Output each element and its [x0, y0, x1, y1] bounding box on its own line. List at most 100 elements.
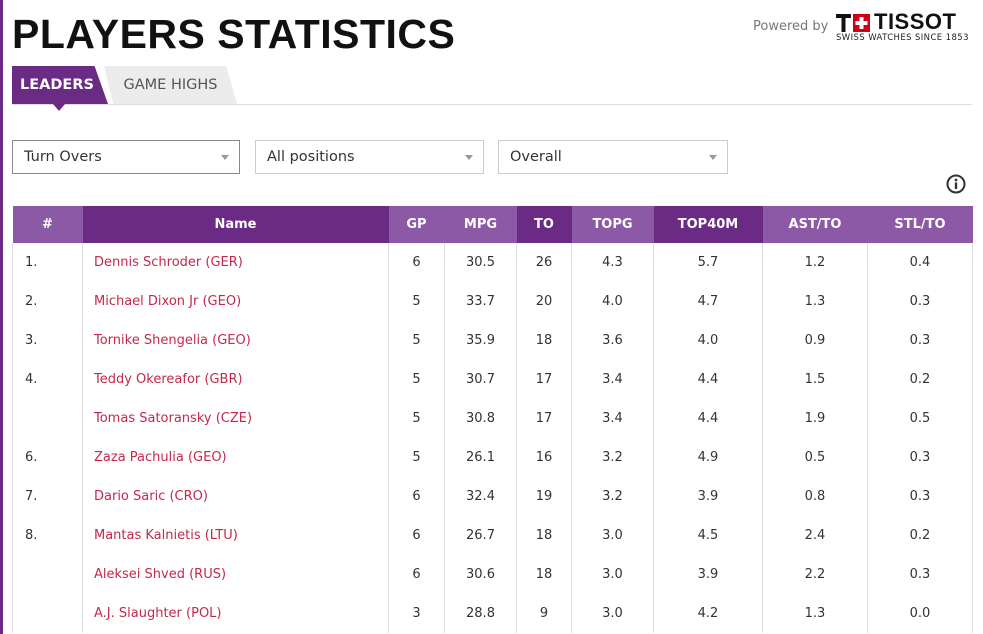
tab-bar: GAME HIGHS LEADERS — [12, 66, 972, 111]
cell-gp: 6 — [388, 243, 445, 282]
cell-topg: 3.4 — [571, 360, 654, 399]
tab-leaders[interactable]: LEADERS — [12, 66, 108, 104]
cell-topg: 3.2 — [571, 438, 654, 477]
cell-gp: 6 — [388, 477, 445, 516]
scope-select-value: Overall — [510, 149, 562, 165]
player-name-link[interactable]: Tomas Satoransky (CZE) — [82, 399, 389, 438]
cell-mpg: 30.5 — [444, 243, 517, 282]
sponsor-tagline: SWISS WATCHES SINCE 1853 — [836, 33, 969, 43]
table-row: 3. Tornike Shengelia (GEO) 5 35.9 18 3.6 4.0 0.… — [12, 321, 973, 360]
player-name-link[interactable]: Michael Dixon Jr (GEO) — [82, 282, 389, 321]
position-select[interactable]: All positions — [255, 140, 484, 174]
cell-ast-to: 2.4 — [762, 516, 868, 555]
cell-top40m: 4.9 — [653, 438, 763, 477]
cell-topg: 4.3 — [571, 243, 654, 282]
position-select-value: All positions — [267, 149, 355, 165]
cell-mpg: 32.4 — [444, 477, 517, 516]
cell-top40m: 4.2 — [653, 594, 763, 633]
player-name-link[interactable]: Teddy Okereafor (GBR) — [82, 360, 389, 399]
cell-to: 17 — [516, 360, 572, 399]
info-icon[interactable] — [946, 174, 966, 194]
cell-topg: 3.0 — [571, 516, 654, 555]
tab-leaders-label: LEADERS — [20, 77, 94, 93]
stat-select[interactable]: Turn Overs — [12, 140, 240, 174]
cell-top40m: 4.0 — [653, 321, 763, 360]
column-header-rank[interactable]: # — [12, 206, 83, 243]
tab-game-highs[interactable]: GAME HIGHS — [104, 66, 237, 104]
column-header-stl-to[interactable]: STL/TO — [867, 206, 973, 243]
cell-to: 17 — [516, 399, 572, 438]
column-header-ast-to[interactable]: AST/TO — [762, 206, 868, 243]
cell-mpg: 33.7 — [444, 282, 517, 321]
cell-gp: 5 — [388, 360, 445, 399]
table-row: 2. Michael Dixon Jr (GEO) 5 33.7 20 4.0 4.7 1.3… — [12, 282, 973, 321]
player-name-link[interactable]: Tornike Shengelia (GEO) — [82, 321, 389, 360]
cell-topg: 3.2 — [571, 477, 654, 516]
cell-stl-to: 0.3 — [867, 282, 973, 321]
cell-rank: 7. — [12, 477, 83, 516]
cell-rank: 8. — [12, 516, 83, 555]
column-header-top40m[interactable]: TOP40M — [653, 206, 763, 243]
cell-mpg: 30.6 — [444, 555, 517, 594]
cell-stl-to: 0.2 — [867, 360, 973, 399]
cell-rank: 6. — [12, 438, 83, 477]
cell-topg: 4.0 — [571, 282, 654, 321]
cell-rank: 4. — [12, 360, 83, 399]
sponsor-logo[interactable]: TISSOT SWISS WATCHES SINCE 1853 — [836, 10, 969, 44]
table-row: 6. Zaza Pachulia (GEO) 5 26.1 16 3.2 4.9 0.5 0.3 — [12, 438, 973, 477]
table-body: 1. Dennis Schroder (GER) 6 30.5 26 4.3 5.7 1.2 0… — [12, 243, 973, 633]
cell-gp: 5 — [388, 321, 445, 360]
cell-top40m: 3.9 — [653, 477, 763, 516]
cell-mpg: 30.7 — [444, 360, 517, 399]
column-header-name[interactable]: Name — [82, 206, 389, 243]
left-edge-bar — [0, 0, 3, 634]
cell-ast-to: 0.5 — [762, 438, 868, 477]
table-row: 7. Dario Saric (CRO) 6 32.4 19 3.2 3.9 0.8 0.3 — [12, 477, 973, 516]
cell-top40m: 4.4 — [653, 399, 763, 438]
cell-ast-to: 0.8 — [762, 477, 868, 516]
cell-mpg: 28.8 — [444, 594, 517, 633]
cell-ast-to: 1.2 — [762, 243, 868, 282]
column-header-mpg[interactable]: MPG — [444, 206, 517, 243]
cell-rank: 2. — [12, 282, 83, 321]
cell-to: 18 — [516, 555, 572, 594]
table-row: Aleksei Shved (RUS) 6 30.6 18 3.0 3.9 2.2 0.3 — [12, 555, 973, 594]
player-name-link[interactable]: Zaza Pachulia (GEO) — [82, 438, 389, 477]
cell-top40m: 4.5 — [653, 516, 763, 555]
column-header-to[interactable]: TO — [516, 206, 572, 243]
table-row: Tomas Satoransky (CZE) 5 30.8 17 3.4 4.4 1.9 0.… — [12, 399, 973, 438]
table-row: A.J. Slaughter (POL) 3 28.8 9 3.0 4.2 1.3 0.0 — [12, 594, 973, 633]
cell-gp: 5 — [388, 438, 445, 477]
player-name-link[interactable]: Mantas Kalnietis (LTU) — [82, 516, 389, 555]
cell-stl-to: 0.3 — [867, 438, 973, 477]
cell-to: 16 — [516, 438, 572, 477]
player-name-link[interactable]: Aleksei Shved (RUS) — [82, 555, 389, 594]
cell-ast-to: 1.3 — [762, 594, 868, 633]
stats-table: # Name GP MPG TO TOPG TOP40M AST/TO STL/… — [12, 206, 973, 633]
chevron-down-icon — [465, 155, 473, 160]
cell-to: 18 — [516, 516, 572, 555]
stat-select-value: Turn Overs — [24, 149, 102, 165]
cell-ast-to: 1.5 — [762, 360, 868, 399]
cell-rank — [12, 594, 83, 633]
cell-topg: 3.4 — [571, 399, 654, 438]
cell-top40m: 5.7 — [653, 243, 763, 282]
cell-top40m: 4.7 — [653, 282, 763, 321]
cell-stl-to: 0.0 — [867, 594, 973, 633]
page-title: PLAYERS STATISTICS — [12, 11, 456, 57]
cell-gp: 3 — [388, 594, 445, 633]
player-name-link[interactable]: Dario Saric (CRO) — [82, 477, 389, 516]
player-name-link[interactable]: Dennis Schroder (GER) — [82, 243, 389, 282]
cell-top40m: 3.9 — [653, 555, 763, 594]
cell-gp: 5 — [388, 282, 445, 321]
chevron-down-icon — [709, 155, 717, 160]
cell-to: 9 — [516, 594, 572, 633]
table-header-row: # Name GP MPG TO TOPG TOP40M AST/TO STL/… — [12, 206, 973, 243]
column-header-gp[interactable]: GP — [388, 206, 445, 243]
scope-select[interactable]: Overall — [498, 140, 728, 174]
cell-ast-to: 1.3 — [762, 282, 868, 321]
column-header-topg[interactable]: TOPG — [571, 206, 654, 243]
player-name-link[interactable]: A.J. Slaughter (POL) — [82, 594, 389, 633]
tissot-cross-icon — [836, 14, 870, 32]
cell-stl-to: 0.3 — [867, 555, 973, 594]
